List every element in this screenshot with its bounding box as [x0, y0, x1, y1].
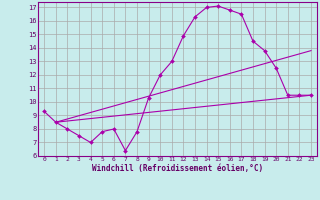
X-axis label: Windchill (Refroidissement éolien,°C): Windchill (Refroidissement éolien,°C): [92, 164, 263, 173]
